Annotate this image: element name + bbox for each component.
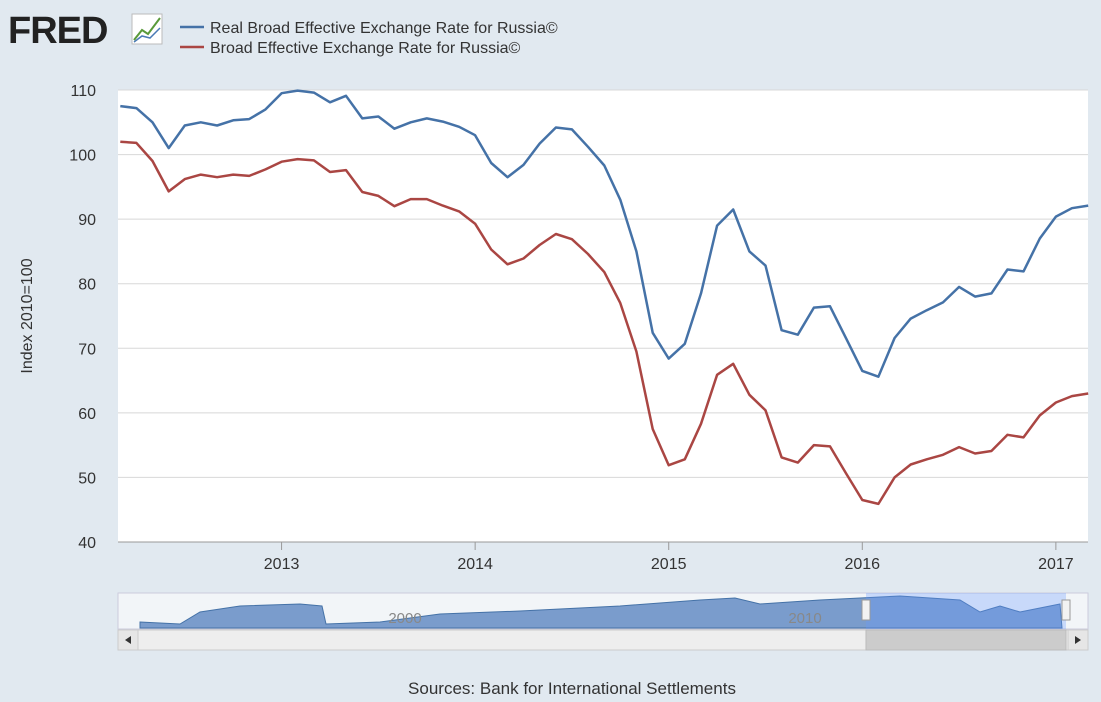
y-tick-label: 100 <box>69 148 96 165</box>
scroll-right-arrow <box>1075 636 1081 644</box>
y-tick-label: 50 <box>78 470 96 487</box>
x-tick-label: 2014 <box>457 556 493 573</box>
legend-label: Broad Effective Exchange Rate for Russia… <box>210 40 521 57</box>
navigator-selection[interactable] <box>866 593 1066 629</box>
logo-icon <box>131 13 163 45</box>
y-tick-label: 60 <box>78 406 96 423</box>
scrollbar-thumb[interactable] <box>865 629 1067 651</box>
series-line <box>120 140 1089 506</box>
y-axis-label: Index 2010=100 <box>19 258 36 373</box>
x-tick-label: 2013 <box>264 556 300 573</box>
navigator-handle[interactable] <box>1061 599 1071 621</box>
legend-label: Real Broad Effective Exchange Rate for R… <box>210 20 558 37</box>
y-tick-label: 80 <box>78 277 96 294</box>
x-tick-label: 2016 <box>844 556 880 573</box>
source: Sources: Bank for International Settleme… <box>408 679 736 698</box>
x-tick-label: 2017 <box>1038 556 1074 573</box>
navigator-label: 2010 <box>788 610 821 627</box>
plot-area <box>118 90 1088 542</box>
navigator: 2000 2010 <box>117 592 1089 651</box>
navigator-series <box>139 595 1063 629</box>
y-tick-label: 110 <box>70 83 96 100</box>
y-tick-label: 70 <box>78 341 96 358</box>
y-tick-label: 40 <box>78 535 96 552</box>
logo: FRED <box>8 10 107 52</box>
x-tick-label: 2015 <box>651 556 687 573</box>
scroll-left-arrow <box>125 636 131 644</box>
navigator-handle[interactable] <box>861 599 871 621</box>
series-line <box>120 89 1089 378</box>
y-tick-label: 90 <box>78 212 96 229</box>
navigator-label: 2000 <box>388 610 421 627</box>
